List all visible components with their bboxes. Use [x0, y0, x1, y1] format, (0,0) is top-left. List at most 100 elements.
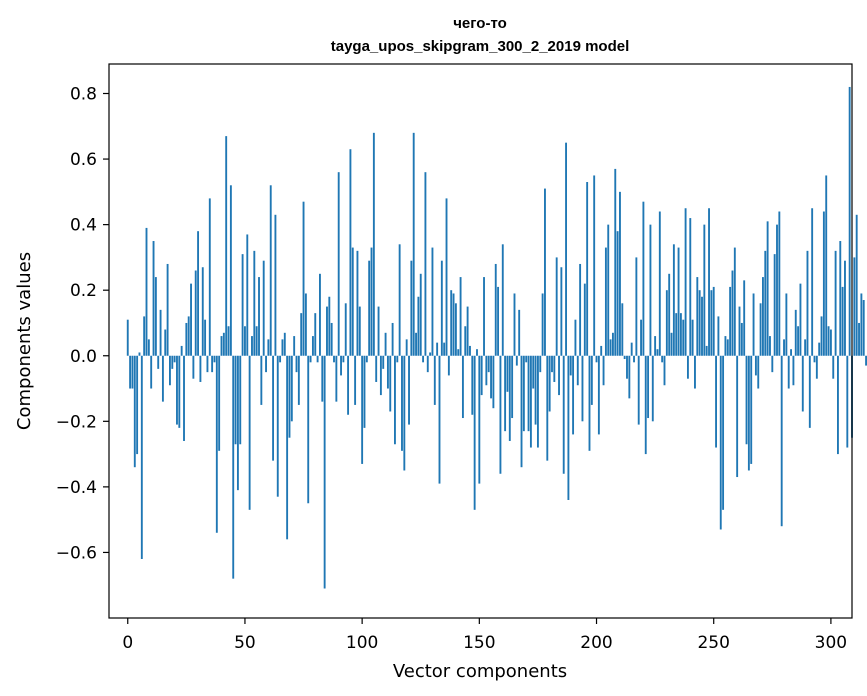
bar-component-315 [865, 355, 867, 366]
bar-component-67 [283, 332, 286, 356]
bar-component-294 [815, 355, 818, 379]
chart-subtitle: tayga_upos_skipgram_300_2_2019 model [331, 38, 630, 55]
x-tick-label: 150 [463, 633, 495, 653]
bar-component-269 [757, 355, 760, 389]
bar-component-172 [529, 355, 532, 448]
bar-component-43 [227, 326, 230, 356]
bar-component-245 [701, 296, 703, 356]
bar-component-148 [473, 355, 476, 510]
bar-component-140 [454, 303, 457, 356]
x-tick-label: 50 [234, 633, 256, 653]
bar-component-262 [740, 322, 743, 356]
x-tick-label: 300 [815, 633, 847, 653]
bar-component-123 [415, 332, 417, 356]
bar-component-139 [452, 293, 455, 356]
bar-component-81 [316, 355, 319, 363]
bar-component-127 [424, 172, 427, 356]
bar-component-156 [492, 355, 495, 409]
bar-component-222 [647, 355, 650, 419]
bar-component-56 [258, 277, 260, 356]
bar-component-87 [330, 322, 333, 356]
bar-component-180 [548, 355, 551, 412]
y-tick-label: −0.4 [56, 478, 97, 498]
bar-component-94 [347, 355, 350, 415]
bar-component-73 [297, 355, 300, 405]
bar-component-286 [797, 326, 800, 356]
bar-component-304 [839, 241, 842, 356]
bar-component-190 [572, 355, 575, 435]
bar-component-107 [377, 306, 380, 356]
bar-component-44 [229, 185, 232, 356]
bar-component-22 [178, 355, 181, 428]
bar-component-118 [403, 355, 406, 471]
bar-component-83 [321, 355, 324, 402]
bar-component-89 [335, 355, 338, 402]
bar-component-14 [159, 309, 162, 356]
bar-component-301 [832, 355, 835, 379]
bar-component-198 [590, 355, 593, 405]
bar-component-193 [579, 263, 582, 356]
bar-component-58 [262, 260, 265, 356]
bar-component-181 [551, 355, 553, 373]
bar-component-296 [820, 316, 823, 356]
bar-component-101 [363, 355, 366, 428]
bar-component-29 [194, 270, 197, 356]
bar-component-86 [328, 296, 331, 356]
bar-component-62 [272, 355, 275, 461]
bar-component-310 [853, 257, 856, 356]
bar-component-257 [729, 286, 732, 356]
bar-component-113 [391, 322, 394, 356]
bar-component-300 [829, 329, 832, 356]
bar-component-18 [169, 355, 171, 386]
bar-component-197 [588, 355, 591, 451]
bar-component-292 [811, 208, 814, 356]
bar-component-185 [560, 267, 563, 356]
bar-component-41 [222, 332, 225, 356]
bar-component-105 [372, 132, 375, 356]
y-tick-label: 0.4 [70, 216, 97, 236]
x-tick-label: 100 [346, 633, 378, 653]
bar-component-178 [544, 188, 546, 356]
bar-component-10 [150, 355, 153, 389]
bar-component-192 [576, 355, 579, 386]
bar-component-125 [419, 273, 422, 356]
bar-component-231 [668, 273, 671, 356]
bar-component-19 [171, 355, 174, 369]
bar-component-157 [494, 263, 497, 356]
bar-component-177 [541, 293, 544, 356]
bar-component-288 [801, 355, 804, 412]
bar-component-183 [555, 257, 558, 356]
bar-component-260 [736, 355, 739, 478]
bar-component-303 [837, 355, 839, 455]
bar-component-65 [279, 355, 282, 363]
bar-component-117 [401, 355, 403, 451]
bar-component-168 [520, 355, 523, 468]
bar-component-76 [304, 293, 307, 356]
bar-component-226 [656, 349, 659, 356]
bar-component-36 [211, 355, 214, 373]
bar-component-165 [513, 293, 516, 356]
bar-component-57 [260, 355, 263, 405]
bar-component-147 [471, 355, 474, 415]
bar-component-312 [858, 322, 860, 356]
bar-component-153 [485, 355, 488, 386]
bar-component-49 [241, 254, 244, 356]
bar-component-218 [637, 355, 640, 425]
bar-component-265 [747, 355, 750, 471]
bar-component-129 [429, 352, 432, 356]
bar-component-171 [527, 355, 530, 432]
bar-component-80 [314, 313, 317, 356]
bar-component-7 [143, 316, 146, 356]
bar-component-93 [344, 303, 347, 356]
bar-component-122 [412, 132, 415, 356]
bar-component-291 [808, 355, 811, 428]
bar-component-0 [126, 319, 129, 356]
bar-component-108 [379, 355, 382, 396]
bar-component-283 [790, 349, 792, 356]
bar-component-23 [180, 345, 183, 356]
bar-component-305 [841, 286, 844, 356]
bar-component-232 [670, 332, 673, 356]
bar-component-68 [286, 355, 289, 540]
bar-component-61 [269, 185, 272, 356]
